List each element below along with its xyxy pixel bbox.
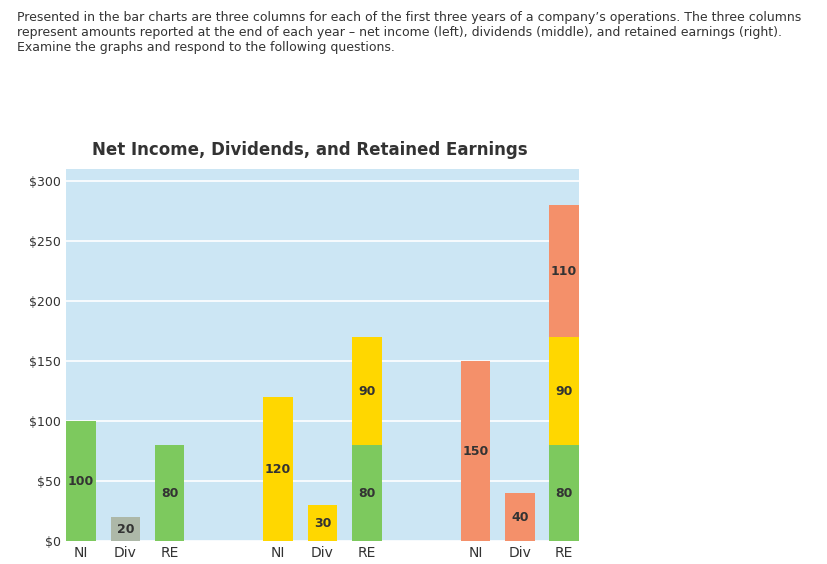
Text: 20: 20	[117, 523, 134, 536]
Bar	[111, 517, 140, 541]
Text: 100: 100	[68, 475, 94, 488]
Bar	[352, 446, 382, 541]
Text: 120: 120	[265, 463, 291, 476]
Bar	[549, 205, 579, 337]
Text: 40: 40	[511, 511, 528, 524]
Text: 110: 110	[551, 265, 577, 277]
Bar	[155, 446, 184, 541]
Bar	[352, 337, 382, 446]
Bar	[549, 446, 579, 541]
Bar	[308, 505, 337, 541]
Text: 90: 90	[358, 385, 375, 398]
Bar	[549, 337, 579, 446]
Text: 150: 150	[462, 445, 489, 458]
Bar	[461, 362, 490, 541]
Text: 30: 30	[313, 517, 332, 530]
Bar	[505, 494, 534, 541]
Text: 80: 80	[556, 487, 573, 500]
Text: 90: 90	[556, 385, 573, 398]
Bar	[66, 421, 96, 541]
Text: Presented in the bar charts are three columns for each of the first three years : Presented in the bar charts are three co…	[17, 11, 801, 54]
Text: 80: 80	[358, 487, 375, 500]
Bar	[263, 398, 293, 541]
Text: 80: 80	[161, 487, 179, 500]
Text: Net Income, Dividends, and Retained Earnings: Net Income, Dividends, and Retained Earn…	[92, 142, 528, 159]
